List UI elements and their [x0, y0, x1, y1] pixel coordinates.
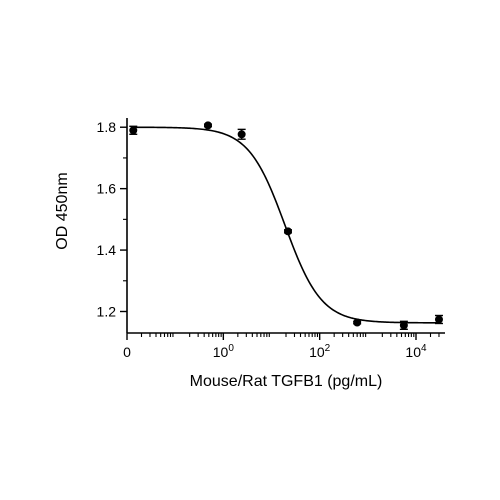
- data-point: [434, 315, 443, 324]
- y-axis-title: OD 450nm: [54, 172, 71, 249]
- x-tick-label: 0: [123, 344, 131, 360]
- y-ticks: 1.2 1.4 1.6 1.8: [97, 119, 127, 320]
- y-tick-label: 1.2: [97, 304, 117, 320]
- data-point: [203, 121, 212, 130]
- data-point: [237, 130, 246, 139]
- x-tick-label: 100: [213, 343, 235, 360]
- fit-curve: [133, 126, 439, 324]
- x-tick-label: 102: [309, 343, 331, 360]
- data-point: [129, 126, 138, 135]
- data-point: [353, 318, 362, 327]
- x-major-ticks: 0 100 102 104: [123, 333, 427, 360]
- data-point: [283, 227, 292, 236]
- y-tick-label: 1.8: [97, 119, 117, 135]
- x-axis-title: Mouse/Rat TGFB1 (pg/mL): [190, 373, 383, 390]
- x-tick-label: 104: [405, 343, 427, 360]
- y-tick-label: 1.6: [97, 181, 117, 197]
- data-point: [399, 321, 408, 330]
- data-points: [129, 121, 443, 331]
- y-tick-label: 1.4: [97, 242, 117, 258]
